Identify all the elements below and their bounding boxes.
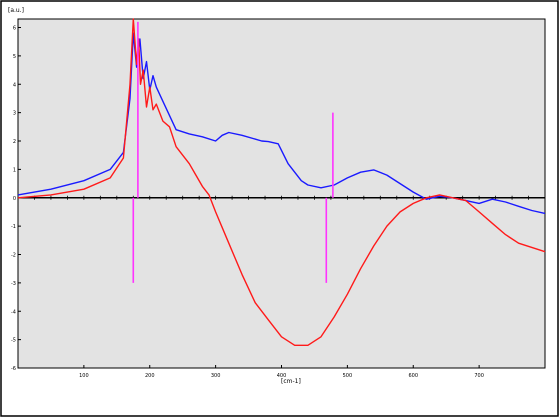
y-tick-label: -1 [11,224,16,230]
x-tick-label: 200 [145,373,155,379]
x-tick-label: 700 [474,373,484,379]
y-tick-label: 3 [13,111,16,117]
y-tick-label: 6 [13,26,16,32]
plot-area: -6 -5 -4 -3 -2 -1 0 1 2 3 4 5 6 100 200 300 400 500 600 700 [11,18,546,379]
y-tick-label: 0 [13,196,16,202]
y-tick-label: 4 [13,82,16,88]
x-tick-label: 400 [277,373,287,379]
y-tick-label: -5 [11,338,16,344]
y-tick-label: -4 [11,309,16,315]
y-tick-label: -6 [11,366,16,372]
y-tick-label: 2 [13,139,16,145]
x-tick-label: 600 [408,373,418,379]
y-tick-label: 1 [13,167,16,173]
plot-background [17,18,546,369]
x-tick-label: 300 [211,373,221,379]
y-tick-label: -2 [11,253,16,259]
y-axis-label: [a.u.] [8,7,24,14]
x-axis-label: [cm-1] [281,378,301,385]
x-tick-label: 500 [343,373,353,379]
x-tick-label: 100 [79,373,89,379]
y-tick-label: -3 [11,281,16,287]
y-tick-label: 5 [13,54,16,60]
